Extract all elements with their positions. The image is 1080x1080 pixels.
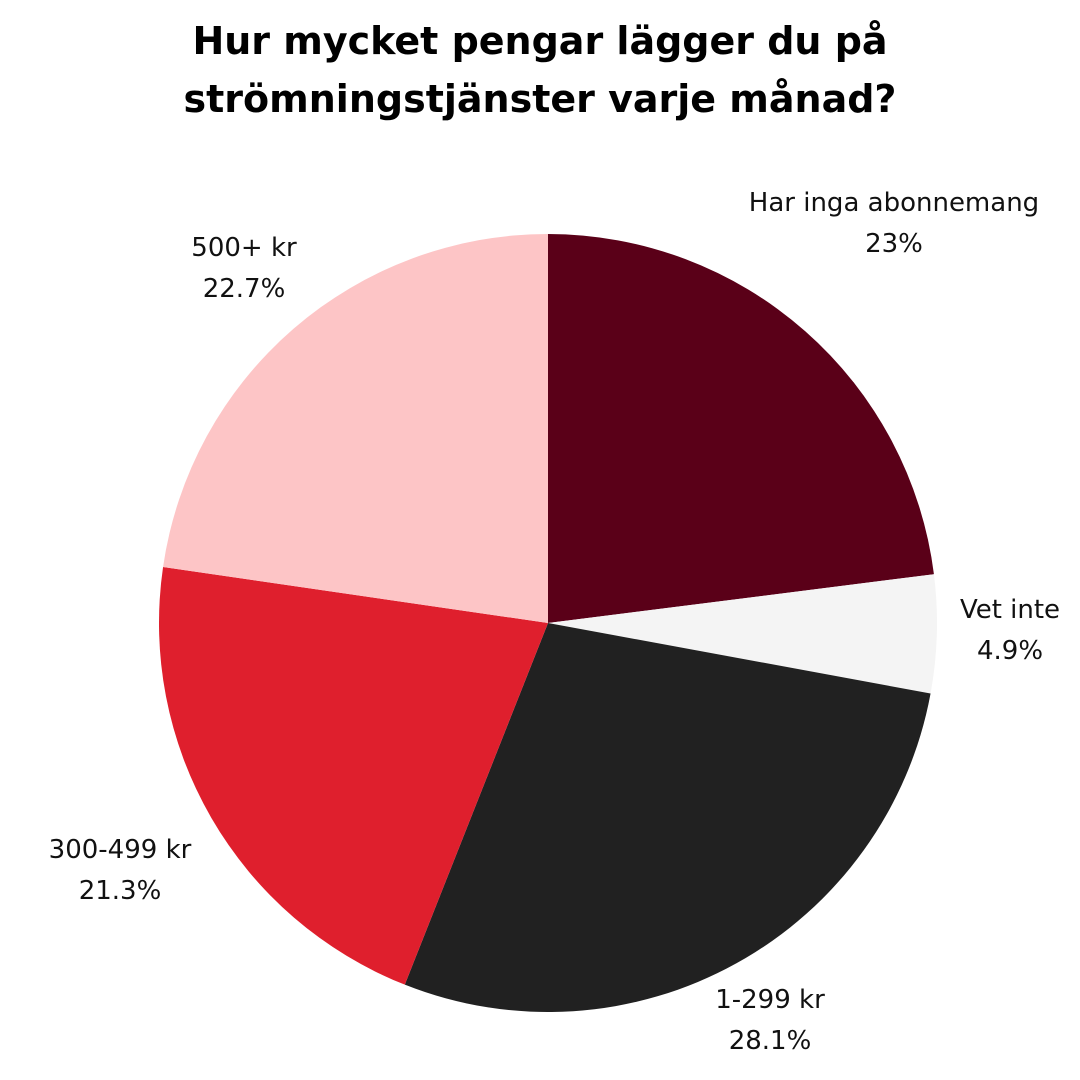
slice-label: 500+ kr bbox=[191, 233, 297, 263]
slice-value-label: 4.9% bbox=[977, 636, 1043, 666]
pie-slice bbox=[548, 574, 937, 694]
pie-slice bbox=[158, 566, 548, 985]
pie-slice bbox=[163, 234, 549, 623]
pie-slice bbox=[548, 234, 934, 623]
pie-slice bbox=[404, 623, 931, 1012]
slice-label: 300-499 kr bbox=[49, 835, 192, 865]
slice-label: Har inga abonnemang bbox=[749, 188, 1039, 218]
slice-value-label: 22.7% bbox=[203, 274, 286, 304]
slice-value-label: 21.3% bbox=[79, 876, 162, 906]
slice-label: Vet inte bbox=[960, 595, 1060, 625]
slice-label: 1-299 kr bbox=[715, 985, 825, 1015]
slice-value-label: 28.1% bbox=[729, 1026, 812, 1056]
slice-value-label: 23% bbox=[865, 229, 923, 259]
chart-title-line-1: Hur mycket pengar lägger du på bbox=[192, 19, 888, 63]
chart-title-line-2: strömningstjänster varje månad? bbox=[183, 77, 897, 121]
chart-title: Hur mycket pengar lägger du på strömning… bbox=[0, 12, 1080, 128]
